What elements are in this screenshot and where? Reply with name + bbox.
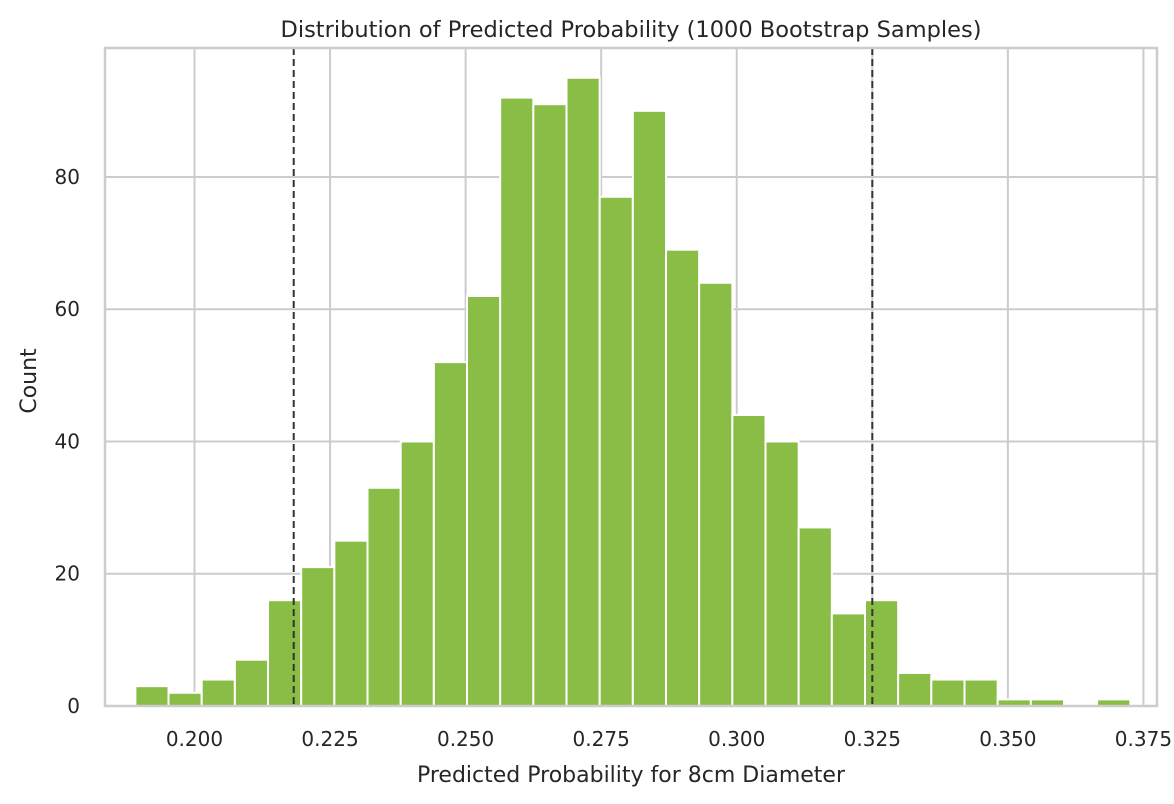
y-tick-label: 0	[67, 694, 80, 718]
histogram-bar	[167, 691, 203, 707]
y-tick-label: 20	[55, 562, 80, 586]
histogram-bar	[200, 678, 236, 707]
histogram-bar	[930, 678, 966, 707]
histogram-bar	[731, 414, 767, 707]
histogram-bar	[532, 103, 568, 707]
y-tick-label: 80	[55, 165, 80, 189]
histogram-bar	[432, 361, 469, 707]
histogram-bar	[897, 671, 933, 708]
histogram-bar	[830, 612, 866, 708]
y-axis-title: Count	[17, 348, 42, 414]
histogram-bar	[698, 281, 734, 707]
histogram-bar	[134, 685, 170, 708]
histogram-bar	[366, 486, 402, 707]
x-tick-label: 0.325	[844, 727, 901, 751]
x-tick-label: 0.250	[437, 727, 494, 751]
x-axis-title: Predicted Probability for 8cm Diameter	[417, 763, 846, 788]
histogram-bar	[399, 440, 435, 707]
x-tick-label: 0.350	[979, 727, 1036, 751]
x-tick-label: 0.200	[166, 727, 223, 751]
histogram-bar	[267, 599, 303, 708]
x-tick-label: 0.375	[1115, 727, 1172, 751]
histogram-bars	[134, 76, 1132, 708]
x-tick-label: 0.300	[708, 727, 765, 751]
histogram-bar	[665, 248, 701, 707]
histogram-bar	[499, 96, 535, 708]
histogram-bar	[565, 76, 601, 708]
plot-frame	[103, 46, 1159, 708]
plot-border	[103, 46, 1159, 708]
histogram-bar	[797, 526, 833, 708]
histogram-bar	[631, 109, 668, 708]
histogram-bar	[300, 566, 336, 707]
histogram-bar	[233, 658, 270, 708]
y-tick-label: 40	[55, 429, 80, 453]
histogram-bar	[863, 599, 900, 708]
histogram-bar	[466, 294, 502, 707]
y-axis-ticks: 0 20 40 60 80	[55, 165, 80, 718]
histogram-bar	[333, 539, 369, 707]
chart-title: Distribution of Predicted Probability (1…	[281, 17, 982, 43]
histogram-bar	[963, 678, 999, 707]
y-tick-label: 60	[55, 297, 80, 321]
x-tick-label: 0.225	[301, 727, 358, 751]
x-tick-label: 0.275	[573, 727, 630, 751]
x-axis-ticks: 0.200 0.225 0.250 0.275 0.300 0.325 0.350 0.375	[166, 727, 1172, 751]
histogram-bar	[764, 440, 800, 707]
histogram-bar	[598, 195, 634, 707]
